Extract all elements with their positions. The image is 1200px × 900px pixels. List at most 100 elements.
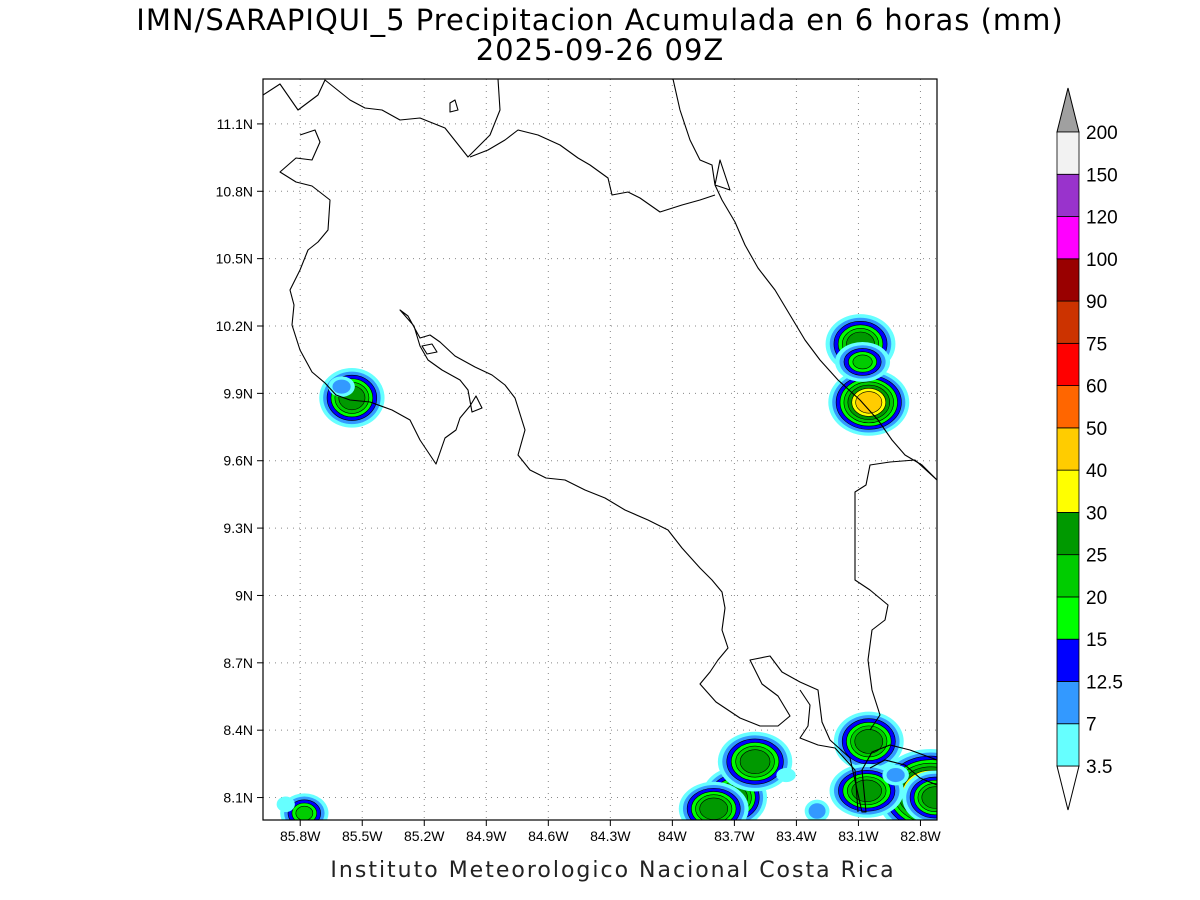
precip-cell bbox=[717, 731, 793, 792]
chiriqui-coast bbox=[869, 759, 937, 786]
colorbar-swatch bbox=[1056, 385, 1080, 429]
colorbar-swatch bbox=[1056, 469, 1080, 513]
colorbar-label: 75 bbox=[1086, 334, 1107, 355]
coastline bbox=[263, 79, 937, 813]
precip-contour bbox=[854, 729, 884, 754]
colorbar-label: 150 bbox=[1086, 165, 1118, 186]
lat-tick-label: 8.1N bbox=[223, 790, 253, 806]
colorbar-swatch bbox=[1056, 300, 1080, 344]
colorbar-label: 3.5 bbox=[1086, 757, 1112, 778]
colorbar-swatch bbox=[1056, 723, 1080, 767]
colorbar: 3.5 7 12.5 15 20 25 30 40 50 60 75 90 100 120 150 200 bbox=[1056, 87, 1123, 811]
lon-tick-label: 84.6W bbox=[528, 828, 569, 844]
latitude-axis: 11.1N 10.8N 10.5N 10.2N 9.9N 9.6N 9.3N 9N 8.7N 8.… bbox=[216, 116, 263, 806]
precip-contour bbox=[852, 354, 873, 370]
precip-contour bbox=[851, 779, 882, 802]
precip-contour bbox=[699, 797, 729, 820]
precip-cell bbox=[804, 799, 830, 820]
lat-tick-label: 9.3N bbox=[223, 520, 253, 536]
precip-cell bbox=[833, 711, 904, 772]
precip-contour bbox=[855, 391, 883, 414]
colorbar-swatch bbox=[1056, 512, 1080, 556]
colorbar-swatch bbox=[1056, 596, 1080, 640]
lon-tick-label: 83.1W bbox=[838, 828, 879, 844]
lat-tick-label: 9N bbox=[235, 587, 253, 603]
colorbar-under-arrow bbox=[1056, 765, 1080, 811]
colorbar-swatch bbox=[1056, 554, 1080, 598]
precipitation-field bbox=[276, 314, 937, 820]
precip-contour bbox=[739, 749, 771, 774]
colorbar-label: 15 bbox=[1086, 630, 1107, 651]
colorbar-label: 90 bbox=[1086, 292, 1107, 313]
colorbar-label: 20 bbox=[1086, 588, 1107, 609]
panama-border bbox=[854, 459, 937, 731]
lon-tick-label: 83.7W bbox=[714, 828, 755, 844]
lat-tick-label: 8.7N bbox=[223, 655, 253, 671]
colorbar-label: 100 bbox=[1086, 250, 1118, 271]
colorbar-swatch bbox=[1056, 258, 1080, 302]
lon-tick-label: 85.2W bbox=[404, 828, 445, 844]
lat-tick-label: 8.4N bbox=[223, 722, 253, 738]
precip-cell bbox=[829, 763, 904, 818]
lat-tick-label: 9.6N bbox=[223, 453, 253, 469]
nicoya-gulf-island bbox=[421, 343, 438, 355]
osa-peninsula bbox=[799, 689, 859, 813]
lat-tick-label: 10.2N bbox=[216, 318, 253, 334]
lake-island bbox=[449, 99, 459, 113]
precip-contour bbox=[295, 805, 314, 820]
lake-shoreline bbox=[263, 79, 501, 158]
colorbar-label: 12.5 bbox=[1086, 672, 1123, 693]
colorbar-label: 30 bbox=[1086, 503, 1107, 524]
precip-contour bbox=[886, 768, 905, 783]
precip-contour bbox=[276, 796, 295, 813]
plot-background bbox=[263, 79, 937, 820]
colorbar-label: 60 bbox=[1086, 377, 1107, 398]
precip-cell bbox=[828, 368, 910, 436]
colorbar-swatch bbox=[1056, 342, 1080, 387]
northern-border bbox=[469, 129, 716, 213]
precip-contour bbox=[332, 379, 351, 394]
precip-cell bbox=[902, 770, 937, 820]
colorbar-swatch bbox=[1056, 427, 1080, 471]
footer-credit: Instituto Meteorologico Nacional Costa R… bbox=[330, 858, 895, 883]
colorbar-label: 40 bbox=[1086, 461, 1107, 482]
longitude-axis: 85.8W 85.5W 85.2W 84.9W 84.6W 84.3W 84W 83.7W 83… bbox=[280, 820, 941, 844]
precip-cell bbox=[319, 368, 385, 428]
colorbar-swatch bbox=[1056, 173, 1080, 217]
grid-lines bbox=[263, 79, 937, 820]
lat-tick-label: 10.8N bbox=[216, 183, 253, 199]
colorbar-label: 120 bbox=[1086, 208, 1118, 229]
colorbar-swatch bbox=[1056, 216, 1080, 260]
lon-tick-label: 82.8W bbox=[900, 828, 941, 844]
pacific-coastline bbox=[279, 129, 937, 813]
lon-tick-label: 85.8W bbox=[280, 828, 321, 844]
colorbar-label: 50 bbox=[1086, 419, 1107, 440]
precip-cell bbox=[276, 796, 295, 813]
colorbar-label: 7 bbox=[1086, 715, 1097, 736]
colorbar-label: 25 bbox=[1086, 546, 1107, 567]
lon-tick-label: 85.5W bbox=[342, 828, 383, 844]
lon-tick-label: 84.9W bbox=[466, 828, 507, 844]
precip-contour bbox=[776, 768, 796, 783]
colorbar-swatch bbox=[1056, 681, 1080, 725]
colorbar-over-arrow bbox=[1056, 87, 1080, 133]
colorbar-swatch bbox=[1056, 638, 1080, 682]
lat-tick-label: 11.1N bbox=[217, 116, 253, 132]
precip-cell bbox=[882, 764, 909, 786]
map-title: IMN/SARAPIQUI_5 Precipitacion Acumulada … bbox=[136, 3, 1063, 37]
lon-tick-label: 84W bbox=[658, 828, 688, 844]
lon-tick-label: 84.3W bbox=[590, 828, 631, 844]
precip-contour bbox=[921, 786, 937, 809]
colorbar-swatch bbox=[1056, 131, 1080, 175]
plot-frame bbox=[262, 78, 938, 821]
precip-contour bbox=[808, 803, 826, 819]
precip-cell bbox=[835, 341, 891, 382]
lat-tick-label: 10.5N bbox=[216, 251, 253, 267]
precip-cell bbox=[776, 768, 796, 783]
map-subtitle-date: 2025-09-26 09Z bbox=[476, 33, 725, 67]
caribbean-coastline bbox=[672, 79, 937, 481]
colorbar-label: 200 bbox=[1086, 123, 1118, 144]
lon-tick-label: 83.4W bbox=[776, 828, 817, 844]
lat-tick-label: 9.9N bbox=[223, 385, 253, 401]
